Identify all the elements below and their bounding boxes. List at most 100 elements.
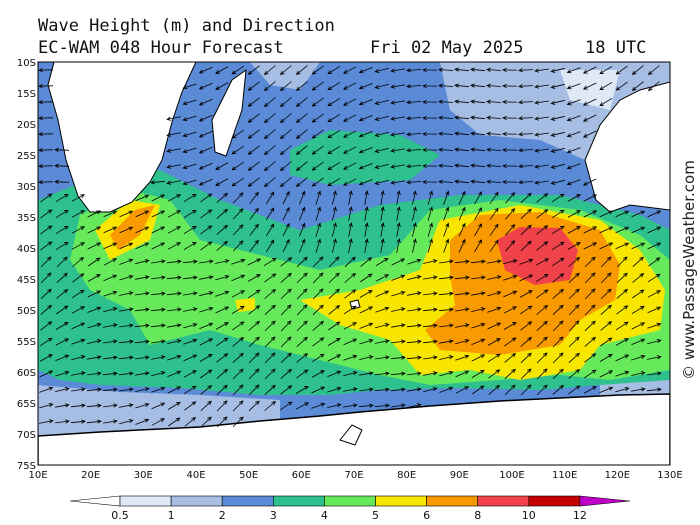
arrow bbox=[504, 368, 516, 379]
arrow bbox=[247, 97, 260, 107]
arrow bbox=[182, 163, 197, 170]
arrow bbox=[279, 97, 292, 108]
arrow bbox=[327, 113, 341, 123]
arrow bbox=[503, 306, 518, 314]
arrow bbox=[40, 241, 53, 251]
arrow bbox=[584, 288, 596, 300]
arrow bbox=[327, 65, 341, 75]
arrow bbox=[502, 131, 518, 137]
arrow bbox=[183, 338, 198, 345]
arrow bbox=[55, 419, 70, 424]
arrow bbox=[299, 190, 306, 205]
arrow bbox=[502, 115, 518, 121]
arrow bbox=[38, 163, 54, 169]
arrow bbox=[443, 206, 450, 221]
arrow bbox=[40, 321, 53, 331]
arrow bbox=[364, 190, 369, 205]
arrow bbox=[358, 403, 374, 408]
arrow bbox=[412, 206, 417, 221]
arrow bbox=[135, 403, 150, 409]
arrow bbox=[166, 259, 182, 264]
arrow bbox=[470, 179, 486, 184]
arrow bbox=[167, 323, 182, 328]
arrow bbox=[327, 386, 342, 393]
arrow bbox=[183, 275, 198, 280]
date: Fri 02 May 2025 bbox=[370, 38, 524, 58]
arrow bbox=[583, 226, 598, 234]
arrow bbox=[599, 81, 613, 91]
arrow bbox=[70, 419, 86, 424]
arrow bbox=[295, 145, 308, 155]
arrow bbox=[247, 177, 260, 187]
arrow bbox=[71, 242, 86, 250]
arrow bbox=[282, 238, 290, 253]
arrow bbox=[71, 210, 86, 218]
arrow bbox=[40, 256, 52, 268]
arrow bbox=[567, 210, 581, 218]
arrow bbox=[427, 190, 433, 205]
arrow bbox=[296, 320, 308, 332]
arrow bbox=[327, 354, 342, 362]
lat-label: 55S bbox=[17, 337, 36, 348]
arrow bbox=[71, 387, 86, 392]
arrow bbox=[615, 321, 629, 331]
arrow bbox=[299, 222, 306, 237]
arrow bbox=[427, 206, 433, 221]
arrow bbox=[359, 322, 374, 329]
arrow bbox=[264, 273, 277, 283]
arrow bbox=[40, 193, 53, 203]
arrow bbox=[474, 207, 482, 221]
arrow bbox=[375, 306, 390, 313]
arrow bbox=[119, 258, 134, 265]
arrow bbox=[502, 147, 518, 153]
arrow bbox=[72, 273, 85, 283]
arrow bbox=[103, 403, 118, 408]
arrow bbox=[151, 242, 166, 250]
colorbar-segment bbox=[272, 495, 325, 507]
arrow bbox=[327, 161, 341, 171]
arrow bbox=[454, 275, 470, 280]
arrow bbox=[86, 419, 102, 424]
arrow bbox=[331, 222, 337, 237]
arrow bbox=[312, 256, 324, 268]
arrow bbox=[439, 386, 454, 393]
arrow bbox=[200, 416, 212, 428]
arrow bbox=[359, 387, 374, 392]
arrow bbox=[390, 148, 405, 153]
arrow bbox=[135, 210, 150, 218]
arrow bbox=[232, 240, 244, 252]
arrow bbox=[311, 161, 324, 171]
arrow bbox=[87, 371, 102, 376]
colorbar: 0.5 1 2 3 4 5 6 8 10 12 bbox=[69, 495, 630, 522]
arrow bbox=[166, 180, 181, 185]
arrow bbox=[71, 306, 86, 314]
arrow bbox=[568, 288, 580, 300]
arrow bbox=[534, 100, 549, 105]
arrow bbox=[135, 371, 150, 376]
colorbar-label: 10 bbox=[522, 509, 536, 522]
arrow bbox=[422, 131, 438, 137]
arrow bbox=[584, 336, 597, 347]
lon-label: 50E bbox=[239, 470, 258, 481]
arrow bbox=[198, 130, 213, 138]
arrow bbox=[600, 337, 613, 347]
arrow bbox=[470, 115, 486, 120]
arrow bbox=[103, 290, 118, 297]
arrow bbox=[71, 371, 86, 376]
arrow bbox=[55, 387, 70, 392]
arrow bbox=[584, 272, 596, 284]
arrow bbox=[390, 355, 406, 360]
arrow bbox=[407, 307, 422, 312]
arrow bbox=[550, 67, 565, 73]
arrow bbox=[406, 68, 422, 73]
arrow bbox=[520, 336, 533, 347]
arrow bbox=[358, 99, 373, 106]
arrow bbox=[631, 354, 646, 361]
arrow bbox=[215, 259, 230, 264]
arrow bbox=[183, 209, 197, 219]
arrow bbox=[390, 387, 406, 392]
arrow bbox=[182, 99, 197, 106]
arrow bbox=[632, 256, 644, 267]
arrow bbox=[344, 256, 356, 268]
arrow bbox=[406, 132, 422, 137]
